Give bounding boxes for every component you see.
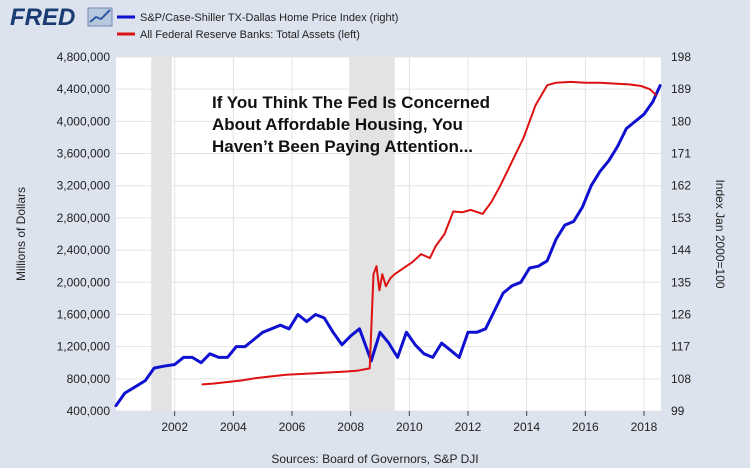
series-line-home-price [114, 84, 662, 408]
left-tick-label: 1,600,000 [57, 307, 111, 321]
left-tick-label: 1,200,000 [57, 340, 111, 354]
fred-logo: FRED [10, 4, 75, 31]
left-tick-label: 4,800,000 [57, 50, 111, 64]
recession-bands [151, 57, 395, 411]
gridlines [116, 56, 661, 412]
legend-label-home-price: S&P/Case-Shiller TX-Dallas Home Price In… [140, 12, 398, 24]
left-axis-ticks: 400,000 800,000 1,200,000 1,600,000 2,000,00… [57, 50, 111, 418]
left-tick-label: 800,000 [67, 372, 111, 386]
x-tick-label: 2008 [337, 420, 364, 434]
source-note: Sources: Board of Governors, S&P DJI [271, 452, 478, 466]
left-tick-label: 2,000,000 [57, 275, 111, 289]
x-tick-label: 2014 [513, 420, 540, 434]
annotation-line-1: If You Think The Fed Is Concerned [212, 93, 490, 112]
right-tick-label: 198 [671, 50, 691, 64]
right-tick-label: 108 [671, 372, 691, 386]
right-tick-label: 126 [671, 307, 691, 321]
recession-band-2 [349, 57, 395, 411]
series-lines [114, 80, 662, 408]
right-axis-title: Index Jan 2000=100 [713, 179, 727, 288]
left-tick-label: 2,400,000 [57, 243, 111, 257]
right-tick-label: 153 [671, 211, 691, 225]
x-tick-label: 2002 [161, 420, 188, 434]
x-tick-label: 2012 [455, 420, 482, 434]
right-tick-label: 99 [671, 404, 685, 418]
x-tick-label: 2018 [631, 420, 658, 434]
x-tick-label: 2006 [279, 420, 306, 434]
right-tick-label: 189 [671, 82, 691, 96]
recession-band-1 [151, 57, 172, 411]
x-tick-label: 2016 [572, 420, 599, 434]
right-tick-label: 162 [671, 179, 691, 193]
left-tick-label: 3,200,000 [57, 179, 111, 193]
left-tick-label: 3,600,000 [57, 147, 111, 161]
right-tick-label: 135 [671, 275, 691, 289]
left-tick-label: 4,000,000 [57, 114, 111, 128]
annotation: If You Think The Fed Is Concerned About … [212, 93, 490, 156]
line-chart-icon [87, 7, 113, 27]
right-tick-label: 180 [671, 114, 691, 128]
legend: S&P/Case-Shiller TX-Dallas Home Price In… [117, 12, 398, 41]
legend-label-fed-assets: All Federal Reserve Banks: Total Assets … [140, 29, 360, 41]
series-line-fed-assets [201, 80, 657, 386]
x-axis-ticks: 2002 2004 2006 2008 2010 2012 2014 2016 2018 [161, 411, 658, 434]
right-tick-label: 171 [671, 147, 691, 161]
right-axis-ticks: 99 108 117 126 135 144 153 162 171 180 189 198 [671, 50, 691, 418]
annotation-line-2: About Affordable Housing, You [212, 115, 463, 134]
left-tick-label: 2,800,000 [57, 211, 111, 225]
annotation-line-3: Haven’t Been Paying Attention... [212, 137, 473, 156]
x-tick-label: 2004 [220, 420, 247, 434]
right-tick-label: 117 [671, 340, 690, 354]
right-tick-label: 144 [671, 243, 691, 257]
left-tick-label: 400,000 [67, 404, 111, 418]
x-tick-label: 2010 [396, 420, 423, 434]
left-tick-label: 4,400,000 [57, 82, 111, 96]
left-axis-title: Millions of Dollars [14, 187, 28, 281]
